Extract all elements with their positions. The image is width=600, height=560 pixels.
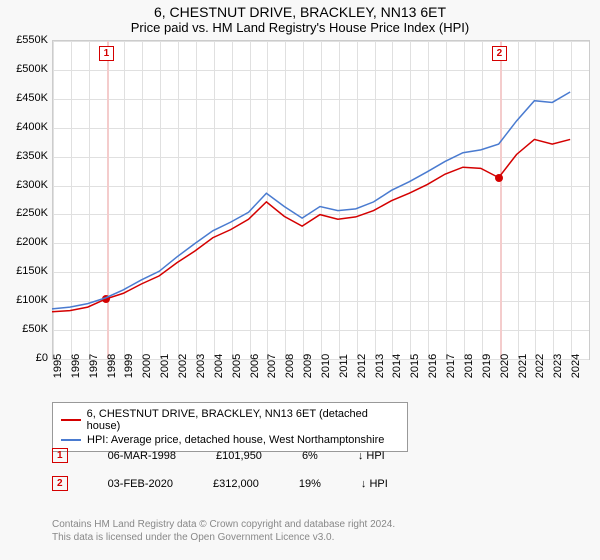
marker-info-label: 2 (52, 476, 68, 491)
chart-container: 6, CHESTNUT DRIVE, BRACKLEY, NN13 6ET Pr… (0, 0, 600, 560)
marker-info-date: 03-FEB-2020 (108, 478, 173, 490)
marker-info-pct: 19% (299, 478, 321, 490)
marker-info-dir: ↓ HPI (358, 450, 385, 462)
marker-info-row: 2 03-FEB-2020 £312,000 19% ↓ HPI (52, 476, 388, 491)
marker-info-row: 1 06-MAR-1998 £101,950 6% ↓ HPI (52, 448, 385, 463)
marker-info-date: 06-MAR-1998 (108, 450, 176, 462)
marker-info-label: 1 (52, 448, 68, 463)
marker-info-dir: ↓ HPI (361, 478, 388, 490)
marker-info-price: £312,000 (213, 478, 259, 490)
marker-info-pct: 6% (302, 450, 318, 462)
series-line (52, 92, 570, 309)
marker-info-price: £101,950 (216, 450, 262, 462)
